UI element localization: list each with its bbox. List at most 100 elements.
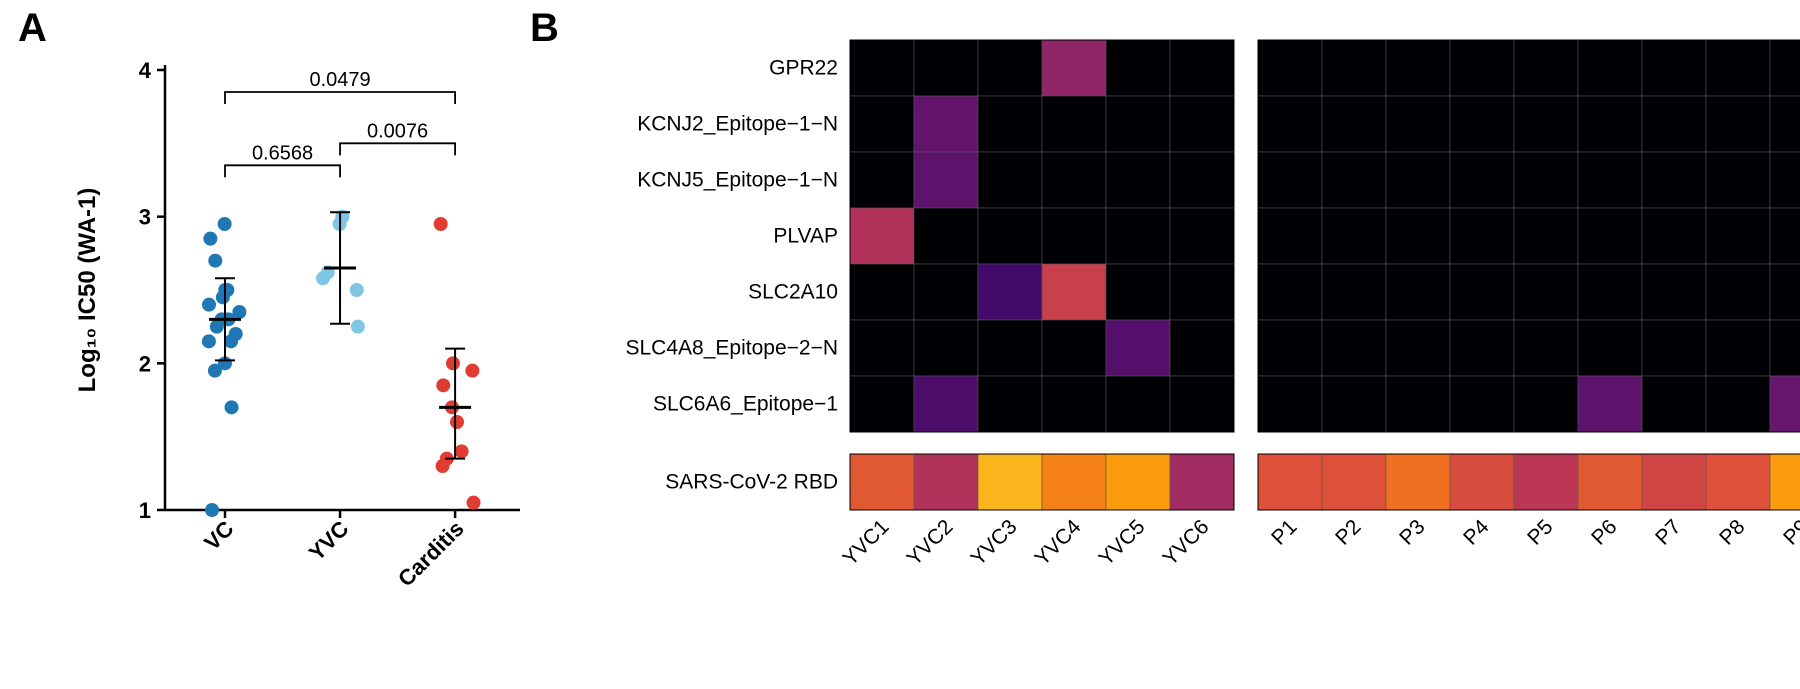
svg-text:YVC1: YVC1 [838, 515, 893, 570]
heatmap-cell [1642, 96, 1706, 152]
heatmap-cell [914, 320, 978, 376]
data-point [446, 356, 460, 370]
heatmap-cell [1642, 376, 1706, 432]
heatmap-cell [1770, 454, 1800, 510]
heatmap-cell [978, 40, 1042, 96]
heatmap-cell [1042, 208, 1106, 264]
heatmap-cell [1106, 152, 1170, 208]
heatmap-cell [978, 96, 1042, 152]
svg-text:GPR22: GPR22 [769, 57, 838, 80]
heatmap-cell [1106, 96, 1170, 152]
heatmap-cell [1042, 264, 1106, 320]
heatmap-cell [1106, 40, 1170, 96]
svg-text:3: 3 [139, 205, 151, 230]
heatmap-cell [1642, 454, 1706, 510]
heatmap-cell [1322, 96, 1386, 152]
heatmap-cell [1450, 40, 1514, 96]
heatmap-cell [1706, 264, 1770, 320]
data-point [465, 364, 479, 378]
svg-text:YVC5: YVC5 [1094, 515, 1149, 570]
heatmap-cell [1770, 96, 1800, 152]
heatmap-cell [1386, 454, 1450, 510]
heatmap-cell [1578, 454, 1642, 510]
heatmap-cell [914, 40, 978, 96]
data-point [208, 254, 222, 268]
heatmap-cell [1706, 96, 1770, 152]
heatmap-cell [1578, 152, 1642, 208]
heatmap-cell [850, 40, 914, 96]
heatmap-cell [1322, 376, 1386, 432]
heatmap-cell [1170, 208, 1234, 264]
heatmap-cell [1042, 96, 1106, 152]
heatmap-cell [1258, 320, 1322, 376]
heatmap-cell [850, 96, 914, 152]
heatmap-cell [1514, 264, 1578, 320]
heatmap-cell [1770, 264, 1800, 320]
heatmap-cell [1770, 40, 1800, 96]
heatmap-cell [1258, 264, 1322, 320]
heatmap-cell [1170, 320, 1234, 376]
heatmap: GPR22KCNJ2_Epitope−1−NKCNJ5_Epitope−1−NP… [590, 30, 1800, 670]
heatmap-cell [1386, 152, 1450, 208]
heatmap-cell [1514, 96, 1578, 152]
data-point [455, 444, 469, 458]
svg-text:2: 2 [139, 351, 151, 376]
svg-text:YVC4: YVC4 [1030, 515, 1085, 570]
svg-text:SLC4A8_Epitope−2−N: SLC4A8_Epitope−2−N [626, 337, 839, 360]
svg-text:YVC: YVC [304, 516, 354, 566]
heatmap-cell [978, 320, 1042, 376]
data-point [436, 459, 450, 473]
heatmap-cell [1642, 320, 1706, 376]
heatmap-cell [1386, 96, 1450, 152]
svg-text:KCNJ2_Epitope−1−N: KCNJ2_Epitope−1−N [637, 113, 838, 136]
svg-text:YVC6: YVC6 [1158, 515, 1213, 570]
heatmap-cell [1450, 454, 1514, 510]
svg-text:0.0076: 0.0076 [367, 120, 428, 142]
heatmap-cell [1578, 376, 1642, 432]
heatmap-cell [1386, 208, 1450, 264]
svg-text:4: 4 [139, 58, 152, 83]
heatmap-cell [978, 208, 1042, 264]
svg-text:1: 1 [139, 498, 151, 523]
heatmap-cell [1706, 208, 1770, 264]
heatmap-cell [1106, 208, 1170, 264]
heatmap-cell [1386, 376, 1450, 432]
data-point [434, 217, 448, 231]
heatmap-cell [1514, 208, 1578, 264]
svg-text:SLC6A6_Epitope−1: SLC6A6_Epitope−1 [653, 393, 838, 416]
heatmap-cell [1106, 264, 1170, 320]
svg-text:SARS-CoV-2 RBD: SARS-CoV-2 RBD [665, 471, 838, 494]
heatmap-cell [1042, 454, 1106, 510]
heatmap-cell [1258, 454, 1322, 510]
data-point [208, 364, 222, 378]
heatmap-cell [850, 208, 914, 264]
heatmap-cell [1322, 208, 1386, 264]
heatmap-cell [1450, 208, 1514, 264]
svg-text:YVC3: YVC3 [966, 515, 1021, 570]
data-point [450, 415, 464, 429]
data-point [225, 400, 239, 414]
heatmap-cell [1042, 40, 1106, 96]
heatmap-cell [1642, 208, 1706, 264]
heatmap-cell [1450, 152, 1514, 208]
heatmap-cell [1514, 152, 1578, 208]
data-point [202, 298, 216, 312]
svg-text:P1: P1 [1267, 515, 1301, 549]
scatter-chart: 1234Log₁₀ IC50 (WA-1)VCYVCCarditis0.6568… [50, 40, 550, 680]
panel-b-label: B [530, 6, 559, 51]
heatmap-cell [1770, 376, 1800, 432]
heatmap-cell [1258, 376, 1322, 432]
svg-text:VC: VC [199, 516, 238, 555]
heatmap-cell [1106, 320, 1170, 376]
heatmap-cell [1322, 454, 1386, 510]
heatmap-cell [1106, 454, 1170, 510]
svg-text:P2: P2 [1331, 515, 1365, 549]
heatmap-cell [1322, 152, 1386, 208]
heatmap-cell [1170, 454, 1234, 510]
data-point [351, 320, 365, 334]
panel-b: B GPR22KCNJ2_Epitope−1−NKCNJ5_Epitope−1−… [560, 0, 1800, 689]
heatmap-cell [850, 376, 914, 432]
heatmap-cell [1258, 40, 1322, 96]
heatmap-cell [1258, 152, 1322, 208]
heatmap-cell [978, 264, 1042, 320]
